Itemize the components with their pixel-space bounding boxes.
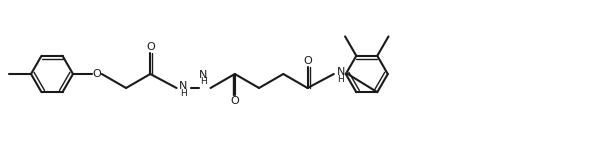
Text: H: H	[337, 74, 344, 83]
Text: O: O	[93, 69, 101, 79]
Text: H: H	[200, 77, 207, 86]
Text: O: O	[303, 56, 312, 66]
Text: H: H	[180, 89, 187, 98]
Text: O: O	[230, 96, 239, 106]
Text: N: N	[337, 67, 345, 77]
Text: N: N	[179, 81, 187, 91]
Text: O: O	[146, 42, 155, 52]
Text: N: N	[199, 70, 208, 80]
